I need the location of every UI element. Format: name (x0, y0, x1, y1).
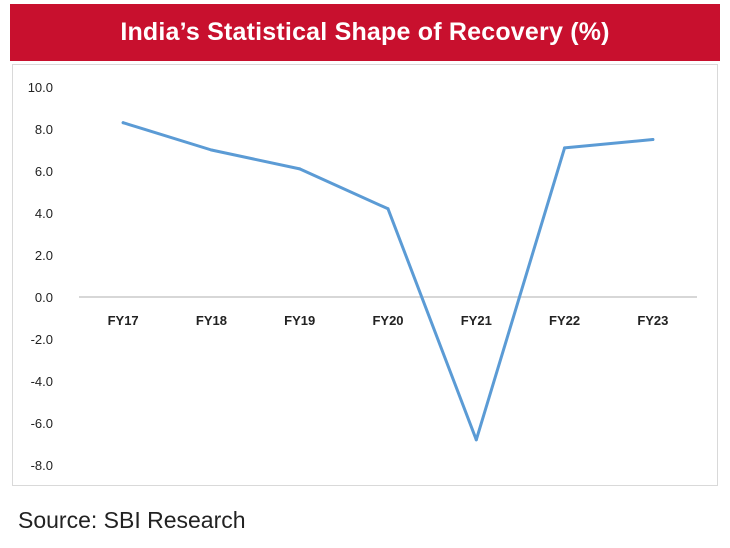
line-chart: 10.0 8.0 6.0 4.0 2.0 0.0 -2.0 -4.0 -6.0 -8.0 FY17 F… (28, 80, 697, 473)
x-tick-label-fy17: FY17 (108, 313, 139, 328)
x-tick-label-fy22: FY22 (549, 313, 580, 328)
data-point-fy20 (386, 207, 390, 211)
x-tick-label-fy21: FY21 (461, 313, 492, 328)
x-tick-label-fy19: FY19 (284, 313, 315, 328)
data-point-fy22 (563, 146, 567, 150)
chart-title-bar: India’s Statistical Shape of Recovery (%… (10, 4, 720, 61)
x-tick-label-fy20: FY20 (372, 313, 403, 328)
data-point-fy19 (298, 167, 302, 171)
data-point-fy23 (651, 138, 655, 141)
y-tick-label-1: 8.0 (35, 122, 53, 137)
x-tick-label-fy23: FY23 (637, 313, 668, 328)
y-tick-label-0: 10.0 (28, 80, 53, 95)
y-tick-label-7: -4.0 (31, 374, 53, 389)
data-point-fy21 (474, 438, 478, 442)
y-tick-label-9: -8.0 (31, 458, 53, 473)
y-tick-label-8: -6.0 (31, 416, 53, 431)
chart-frame: 10.0 8.0 6.0 4.0 2.0 0.0 -2.0 -4.0 -6.0 -8.0 FY17 F… (12, 64, 718, 486)
y-tick-label-4: 2.0 (35, 248, 53, 263)
y-tick-label-2: 6.0 (35, 164, 53, 179)
data-point-fy18 (209, 148, 213, 152)
chart-title: India’s Statistical Shape of Recovery (%… (120, 18, 610, 46)
y-tick-label-5: 0.0 (35, 290, 53, 305)
source-note: Source: SBI Research (18, 507, 246, 533)
series-line-0 (121, 121, 655, 442)
y-tick-label-3: 4.0 (35, 206, 53, 221)
data-point-fy17 (121, 121, 125, 125)
y-tick-label-6: -2.0 (31, 332, 53, 347)
x-tick-label-fy18: FY18 (196, 313, 227, 328)
